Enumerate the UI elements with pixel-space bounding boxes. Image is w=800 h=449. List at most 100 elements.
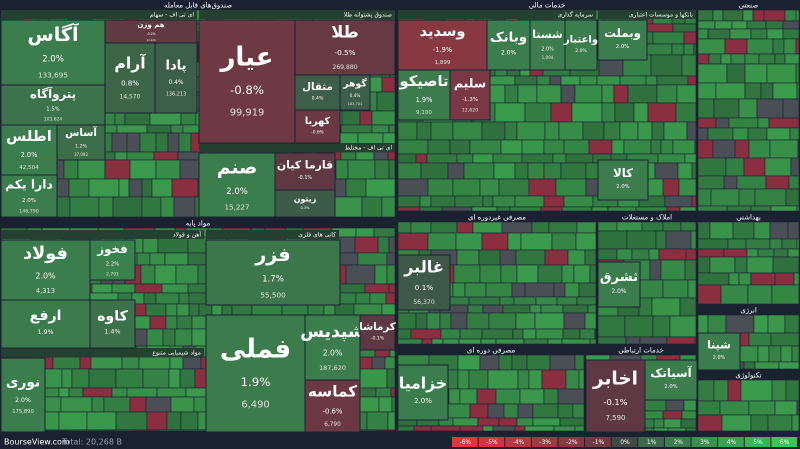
tile-volume: 99,919 — [230, 108, 265, 119]
tile-name: زیتون — [294, 195, 317, 204]
filler-cell — [91, 396, 105, 413]
filler-cell — [758, 53, 776, 65]
filler-cell — [644, 23, 674, 33]
sector-header — [585, 345, 697, 355]
filler-cell — [697, 28, 709, 40]
tile-change: -0.1% — [371, 336, 385, 342]
filler-cell — [697, 284, 722, 305]
filler-cell — [771, 379, 787, 402]
filler-cell — [652, 315, 671, 338]
filler-cell — [480, 338, 497, 345]
tile-name: آگاس — [27, 22, 79, 46]
filler-cell — [376, 91, 396, 112]
filler-cell — [471, 206, 498, 212]
filler-cell — [697, 38, 726, 55]
filler-cell — [357, 429, 377, 432]
filler-cell — [697, 400, 721, 416]
tile — [56, 124, 106, 161]
filler-cell — [155, 292, 180, 305]
filler-cell — [771, 284, 800, 305]
filler-cell — [221, 303, 233, 317]
filler-cell — [397, 153, 417, 164]
tile-change: 0.4% — [350, 93, 361, 98]
filler-cell — [647, 102, 677, 123]
filler-cell — [387, 151, 396, 161]
filler-cell — [589, 338, 597, 345]
filler-cell — [145, 396, 172, 413]
filler-cell — [77, 159, 106, 180]
filler-cell — [697, 256, 711, 274]
filler-cell — [386, 368, 396, 389]
filler-cell — [141, 178, 153, 198]
filler-cell — [564, 282, 580, 298]
filler-cell — [357, 252, 388, 266]
filler-cell — [561, 338, 591, 345]
filler-cell — [136, 252, 151, 266]
filler-cell — [657, 153, 686, 164]
tile-change: 2.2% — [106, 262, 119, 268]
tile-name: غالبر — [403, 257, 444, 276]
filler-cell — [757, 117, 770, 129]
filler-cell — [562, 304, 589, 314]
filler-cell — [513, 296, 537, 306]
filler-cell — [469, 139, 502, 155]
tile-name: شپنا — [707, 339, 731, 352]
filler-cell — [678, 178, 697, 197]
group-header — [1, 10, 197, 19]
filler-cell — [664, 195, 693, 208]
filler-cell — [562, 328, 581, 340]
filler-cell — [415, 312, 428, 330]
tile-name: آساس — [65, 126, 97, 139]
filler-cell — [770, 205, 798, 212]
filler-cell — [766, 28, 784, 40]
tile-change: -0.6% — [323, 407, 343, 415]
filler-cell — [565, 369, 580, 390]
filler-cell — [479, 264, 502, 284]
filler-cell — [707, 127, 734, 141]
filler-cell — [373, 227, 396, 238]
filler-cell — [720, 53, 732, 65]
filler-cell — [517, 84, 538, 104]
filler-cell — [770, 332, 800, 347]
tile-change: 2.0% — [15, 397, 31, 404]
sector-header — [397, 345, 585, 355]
legend-label: 1% — [647, 439, 657, 446]
filler-cell — [516, 121, 546, 141]
filler-cell — [548, 221, 578, 234]
filler-cell — [345, 264, 376, 285]
sector: خدمات ارتباطی اخابر -0.1% 7,590 آسیاتک 2.0% — [585, 345, 698, 433]
filler-cell — [155, 159, 181, 180]
filler-cell — [767, 314, 786, 334]
filler-cell — [614, 102, 635, 123]
filler-cell — [731, 20, 748, 30]
filler-cell — [672, 139, 696, 155]
sector-header — [697, 212, 800, 222]
tile-name: پادا — [165, 59, 186, 74]
filler-cell — [512, 328, 524, 340]
tile-volume: 175,890 — [12, 409, 34, 415]
filler-cell — [504, 121, 518, 141]
filler-cell — [746, 20, 767, 30]
filler-cell — [496, 206, 511, 212]
legend-label: 4% — [727, 439, 737, 446]
filler-cell — [732, 221, 755, 240]
filler-cell — [441, 206, 473, 212]
sector-header — [597, 212, 697, 222]
legend-swatch — [505, 437, 531, 447]
filler-cell — [355, 292, 371, 305]
legend-swatch — [585, 437, 611, 447]
filler-cell — [231, 303, 253, 317]
filler-cell — [463, 162, 495, 180]
group-title: صندوق پشتوانه طلا — [344, 12, 392, 19]
filler-cell — [561, 206, 593, 212]
filler-cell — [386, 252, 396, 266]
sector-title: مصرفی دوره ای — [467, 347, 516, 355]
filler-cell — [648, 248, 660, 261]
filler-cell — [162, 328, 176, 347]
filler-cell — [584, 249, 597, 266]
filler-cell — [693, 43, 697, 56]
filler-cell — [757, 248, 775, 258]
legend-swatch — [452, 437, 478, 447]
filler-cell — [557, 403, 574, 419]
tile-change: 0.8% — [121, 78, 139, 87]
